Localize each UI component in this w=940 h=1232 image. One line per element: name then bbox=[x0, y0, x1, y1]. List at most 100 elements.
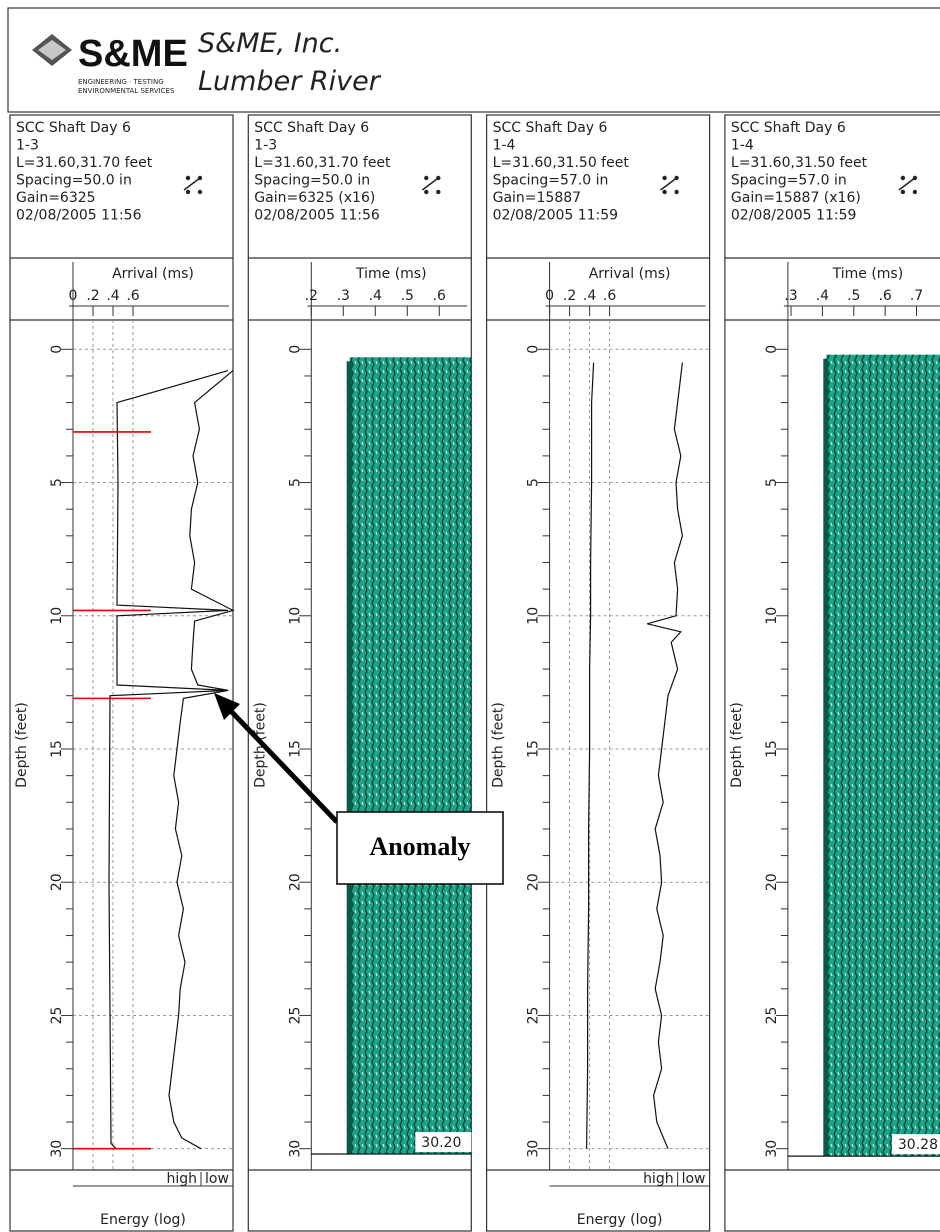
icon-line bbox=[898, 177, 916, 191]
waveform-band bbox=[346, 361, 352, 1155]
y-tick-label: 5 bbox=[49, 478, 65, 487]
info-line: Spacing=50.0 in bbox=[254, 173, 370, 189]
y-tick-label: 30 bbox=[526, 1140, 542, 1158]
energy-label: high bbox=[643, 1171, 674, 1187]
info-line: SCC Shaft Day 6 bbox=[16, 120, 131, 136]
x-tick-label: .3 bbox=[784, 288, 797, 304]
logo-sub: ENGINEERING · TESTING bbox=[78, 78, 164, 86]
x-tick-label: .2 bbox=[86, 288, 99, 304]
info-line: Spacing=57.0 in bbox=[731, 173, 847, 189]
info-line: L=31.60,31.50 feet bbox=[731, 155, 868, 171]
x-tick-label: .5 bbox=[401, 288, 414, 304]
y-tick-label: 25 bbox=[287, 1007, 303, 1025]
end-label-bg bbox=[891, 1134, 940, 1155]
info-line: Spacing=57.0 in bbox=[493, 173, 609, 189]
end-label: 30.28 bbox=[898, 1137, 938, 1153]
y-tick-label: 20 bbox=[49, 873, 65, 891]
logo-sub: ENVIRONMENTAL SERVICES bbox=[78, 87, 175, 95]
info-line: 02/08/2005 11:59 bbox=[731, 208, 857, 224]
x-axis-label: Time (ms) bbox=[355, 266, 427, 282]
y-tick-label: 0 bbox=[526, 345, 542, 354]
x-tick-label: .7 bbox=[910, 288, 923, 304]
logo-icon-inner bbox=[38, 40, 66, 60]
x-tick-label: .2 bbox=[563, 288, 576, 304]
end-label: 30.20 bbox=[421, 1135, 461, 1151]
y-tick-label: 30 bbox=[764, 1140, 780, 1158]
arrival-line bbox=[586, 362, 595, 1149]
info-line: L=31.60,31.70 feet bbox=[16, 155, 153, 171]
company: S&ME, Inc. bbox=[198, 28, 342, 59]
icon-dot bbox=[197, 189, 203, 195]
energy-label: low bbox=[682, 1171, 706, 1187]
waveform-area bbox=[826, 354, 940, 1157]
panel: SCC Shaft Day 6 1-3L=31.60,31.70 feet Spac… bbox=[247, 114, 472, 1232]
x-axis-label: Arrival (ms) bbox=[589, 266, 671, 282]
y-axis-label: Depth (feet) bbox=[491, 702, 507, 788]
y-tick-label: 15 bbox=[287, 740, 303, 758]
y-tick-label: 15 bbox=[49, 740, 65, 758]
info-line: 1-4 bbox=[493, 138, 516, 154]
y-tick-label: 30 bbox=[287, 1140, 303, 1158]
info-line: Gain=6325 (x16) bbox=[254, 190, 375, 206]
project: Lumber River bbox=[198, 66, 382, 97]
energy-label: high bbox=[166, 1171, 197, 1187]
x-tick-label: .3 bbox=[337, 288, 350, 304]
icon-dot bbox=[912, 189, 918, 195]
icon-dot bbox=[662, 189, 667, 195]
icon-dot bbox=[662, 175, 667, 181]
info-line: 02/08/2005 11:56 bbox=[16, 208, 142, 224]
x-tick-label: .6 bbox=[126, 288, 139, 304]
info-line: 02/08/2005 11:56 bbox=[254, 208, 380, 224]
icon-dot bbox=[424, 189, 429, 195]
y-tick-label: 10 bbox=[526, 607, 542, 625]
energy-axis-label: Energy (log) bbox=[577, 1212, 663, 1228]
icon-dot bbox=[424, 175, 429, 181]
x-tick-label: .4 bbox=[816, 288, 829, 304]
y-axis-label: Depth (feet) bbox=[14, 702, 30, 788]
y-tick-label: 25 bbox=[764, 1007, 780, 1025]
annotation-arrow bbox=[226, 706, 339, 824]
info-line: 1-4 bbox=[731, 138, 754, 154]
panel-box bbox=[9, 114, 234, 1232]
info-line: 1-3 bbox=[16, 138, 39, 154]
y-tick-label: 30 bbox=[49, 1140, 65, 1158]
y-tick-label: 10 bbox=[764, 607, 780, 625]
header: S&ME ENGINEERING · TESTING ENVIRONMENTAL… bbox=[7, 7, 940, 113]
info-line: 1-3 bbox=[254, 138, 277, 154]
icon-line bbox=[660, 177, 678, 191]
panel: SCC Shaft Day 6 1-4L=31.60,31.50 feet Spac… bbox=[724, 114, 940, 1232]
info-line: Gain=15887 (x16) bbox=[731, 190, 861, 206]
icon-line bbox=[183, 177, 201, 191]
x-tick-label: 0 bbox=[545, 288, 554, 304]
icon-dot bbox=[185, 189, 191, 195]
y-tick-label: 25 bbox=[49, 1007, 65, 1025]
panel-box bbox=[724, 114, 940, 1232]
x-tick-label: .4 bbox=[583, 288, 596, 304]
y-tick-label: 5 bbox=[287, 478, 303, 487]
annotation-text: Anomaly bbox=[369, 832, 470, 861]
y-tick-label: 20 bbox=[287, 873, 303, 891]
energy-label: low bbox=[205, 1171, 229, 1187]
y-tick-label: 15 bbox=[764, 740, 780, 758]
y-tick-label: 10 bbox=[49, 607, 65, 625]
y-tick-label: 0 bbox=[287, 345, 303, 354]
info-line: SCC Shaft Day 6 bbox=[731, 120, 846, 136]
annotation: Anomaly bbox=[214, 693, 504, 885]
annotation-box bbox=[336, 811, 504, 885]
x-tick-label: .4 bbox=[369, 288, 382, 304]
icon-dot bbox=[185, 175, 191, 181]
y-tick-label: 0 bbox=[49, 345, 65, 354]
icon-dot bbox=[674, 189, 679, 195]
icon-line bbox=[421, 177, 439, 191]
info-line: Spacing=50.0 in bbox=[16, 173, 132, 189]
x-tick-label: .6 bbox=[603, 288, 616, 304]
x-axis-label: Arrival (ms) bbox=[112, 266, 194, 282]
y-tick-label: 20 bbox=[526, 873, 542, 891]
energy-line bbox=[168, 370, 235, 1150]
energy-line bbox=[647, 362, 684, 1149]
icon-dot bbox=[436, 189, 441, 195]
y-tick-label: 25 bbox=[526, 1007, 542, 1025]
header-box bbox=[7, 7, 940, 113]
x-tick-label: .6 bbox=[878, 288, 891, 304]
